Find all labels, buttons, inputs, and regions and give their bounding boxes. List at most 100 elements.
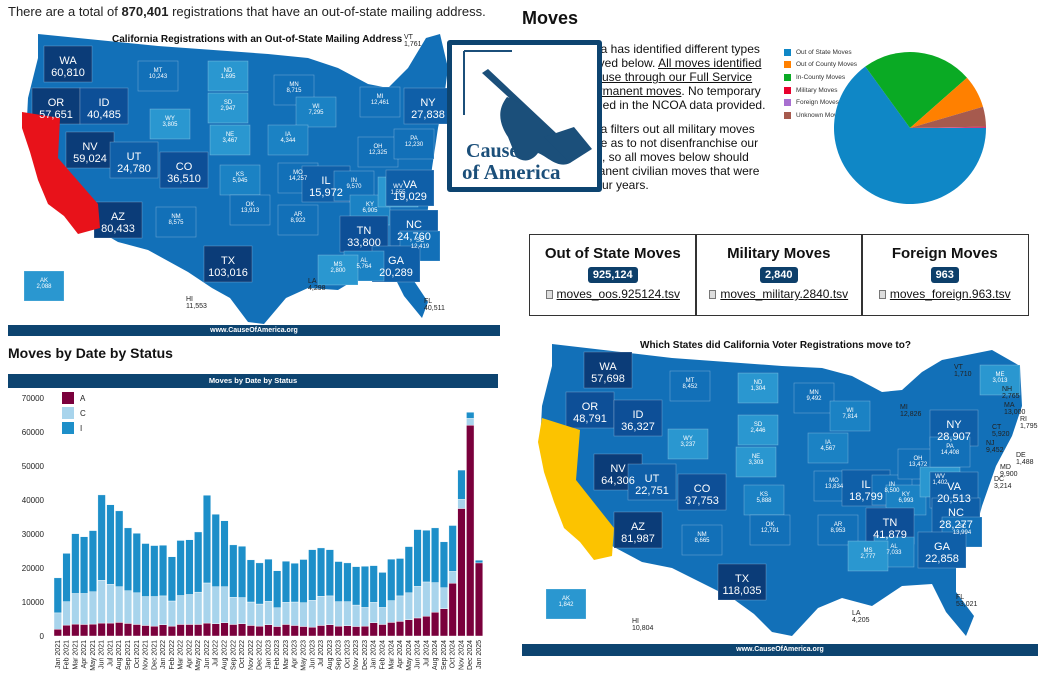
bar-segment-i-aug-2021[interactable] [115, 510, 124, 587]
bar-segment-i-sep-2024[interactable] [439, 541, 448, 588]
moves-link[interactable]: All moves identified [658, 56, 762, 70]
bar-segment-i-mar-2023[interactable] [281, 560, 290, 603]
bar-segment-c-jun-2022[interactable] [202, 582, 211, 624]
bar-segment-c-sep-2024[interactable] [439, 587, 448, 610]
bar-segment-i-sep-2023[interactable] [334, 561, 343, 602]
bar-segment-c-sep-2022[interactable] [229, 597, 238, 625]
bar-segment-c-apr-2022[interactable] [185, 594, 194, 625]
bar-segment-c-feb-2023[interactable] [273, 607, 282, 627]
bar-segment-c-aug-2022[interactable] [220, 586, 229, 623]
bar-segment-i-nov-2023[interactable] [352, 566, 361, 606]
bar-segment-a-nov-2024[interactable] [457, 508, 466, 637]
bar-segment-i-mar-2022[interactable] [176, 540, 185, 596]
bar-segment-i-jan-2025[interactable] [475, 559, 483, 564]
bar-segment-i-dec-2023[interactable] [360, 566, 369, 608]
bar-segment-a-jul-2024[interactable] [422, 616, 431, 637]
bar-segment-i-jan-2024[interactable] [369, 565, 378, 603]
bar-segment-c-feb-2022[interactable] [167, 600, 176, 627]
bar-segment-i-may-2023[interactable] [299, 559, 308, 603]
bar-segment-a-jun-2024[interactable] [413, 617, 422, 637]
bar-segment-a-sep-2021[interactable] [124, 623, 132, 637]
bar-segment-a-mar-2023[interactable] [281, 624, 290, 637]
state-region-nd[interactable] [207, 60, 249, 92]
bar-segment-i-jul-2024[interactable] [422, 530, 431, 583]
bar-segment-i-mar-2021[interactable] [71, 533, 80, 594]
pie-legend-item[interactable]: Out of State Moves [784, 46, 857, 59]
bar-segment-c-nov-2023[interactable] [352, 604, 361, 627]
bar-segment-a-nov-2022[interactable] [246, 625, 255, 637]
bar-segment-a-apr-2021[interactable] [80, 624, 89, 637]
state-region-sd[interactable] [737, 414, 779, 446]
bar-segment-c-may-2024[interactable] [404, 592, 413, 620]
state-region-ca[interactable] [538, 418, 614, 560]
bar-segment-c-may-2021[interactable] [88, 591, 97, 625]
state-region-ak[interactable] [23, 270, 65, 302]
bar-segment-i-feb-2021[interactable] [62, 553, 71, 602]
bar-segment-a-feb-2024[interactable] [378, 624, 387, 637]
state-region-mt[interactable] [137, 60, 179, 92]
bar-segment-c-dec-2022[interactable] [255, 603, 264, 627]
state-region-ks[interactable] [743, 484, 785, 516]
bar-segment-i-mar-2024[interactable] [387, 558, 396, 601]
bar-segment-c-oct-2022[interactable] [238, 597, 247, 624]
bar-segment-i-aug-2024[interactable] [431, 527, 440, 583]
state-region-nd[interactable] [737, 372, 779, 404]
moves-link-2[interactable]: o use through our Full Service [592, 70, 753, 84]
bar-segment-i-jun-2021[interactable] [97, 494, 106, 581]
bar-segment-a-feb-2021[interactable] [62, 624, 71, 637]
bar-segment-a-may-2021[interactable] [88, 623, 97, 637]
bar-segment-c-dec-2024[interactable] [466, 418, 475, 426]
state-region-ut[interactable] [627, 463, 677, 501]
bar-segment-a-may-2024[interactable] [404, 619, 413, 637]
state-region-ne[interactable] [735, 446, 777, 478]
pie-legend-item[interactable]: In-County Moves [784, 71, 857, 84]
state-region-ia[interactable] [807, 432, 849, 464]
bar-segment-c-jul-2021[interactable] [106, 584, 115, 624]
state-region-wa[interactable] [43, 45, 93, 83]
state-region-id[interactable] [79, 87, 129, 125]
bar-segment-c-mar-2024[interactable] [387, 600, 396, 623]
state-region-ia[interactable] [267, 124, 309, 156]
state-region-sd[interactable] [207, 92, 249, 124]
bar-segment-i-nov-2021[interactable] [141, 543, 150, 597]
bar-segment-a-jun-2023[interactable] [308, 626, 317, 637]
bar-segment-a-jun-2021[interactable] [97, 622, 106, 637]
state-region-ny[interactable] [403, 87, 453, 125]
bar-segment-i-apr-2022[interactable] [185, 539, 194, 595]
bar-segment-c-sep-2021[interactable] [124, 590, 132, 624]
bar-segment-a-oct-2021[interactable] [132, 624, 141, 637]
state-region-wy[interactable] [667, 428, 709, 460]
bar-segment-i-jun-2022[interactable] [202, 495, 211, 584]
bar-segment-c-jun-2021[interactable] [97, 580, 106, 624]
bar-segment-c-apr-2024[interactable] [396, 595, 405, 622]
state-region-pa[interactable] [929, 436, 971, 468]
bar-segment-c-jul-2022[interactable] [211, 586, 220, 624]
bar-segment-a-nov-2021[interactable] [141, 625, 150, 637]
bar-segment-a-dec-2023[interactable] [360, 625, 369, 637]
bar-segment-c-feb-2024[interactable] [378, 607, 387, 625]
bar-segment-i-sep-2022[interactable] [229, 544, 238, 598]
bar-segment-a-jan-2021[interactable] [53, 628, 62, 637]
state-region-az[interactable] [613, 511, 663, 549]
bar-segment-c-aug-2023[interactable] [325, 595, 334, 625]
bar-segment-i-jan-2022[interactable] [159, 545, 168, 597]
bar-segment-c-nov-2024[interactable] [457, 499, 466, 509]
pie-slice-out-of-county-moves[interactable] [910, 77, 983, 128]
bar-segment-c-mar-2023[interactable] [281, 602, 290, 625]
bar-segment-i-jul-2023[interactable] [317, 547, 326, 597]
bar-segment-i-oct-2021[interactable] [132, 533, 141, 594]
bar-segment-i-jul-2021[interactable] [106, 504, 115, 585]
pie-legend-item[interactable]: Out of County Moves [784, 59, 857, 72]
bar-segment-c-jun-2024[interactable] [413, 586, 422, 619]
bar-segment-i-apr-2023[interactable] [290, 563, 299, 603]
bar-segment-c-jan-2022[interactable] [159, 595, 168, 625]
state-region-tx[interactable] [203, 245, 253, 283]
state-region-mt[interactable] [669, 370, 711, 402]
bar-segment-c-dec-2021[interactable] [150, 596, 159, 627]
bar-segment-a-dec-2024[interactable] [466, 425, 475, 637]
bar-segment-a-jun-2022[interactable] [202, 622, 211, 637]
bar-segment-c-jul-2023[interactable] [317, 596, 326, 626]
bar-segment-a-sep-2024[interactable] [439, 608, 448, 637]
bar-segment-c-mar-2022[interactable] [176, 595, 185, 625]
bar-segment-i-jul-2022[interactable] [211, 514, 220, 587]
